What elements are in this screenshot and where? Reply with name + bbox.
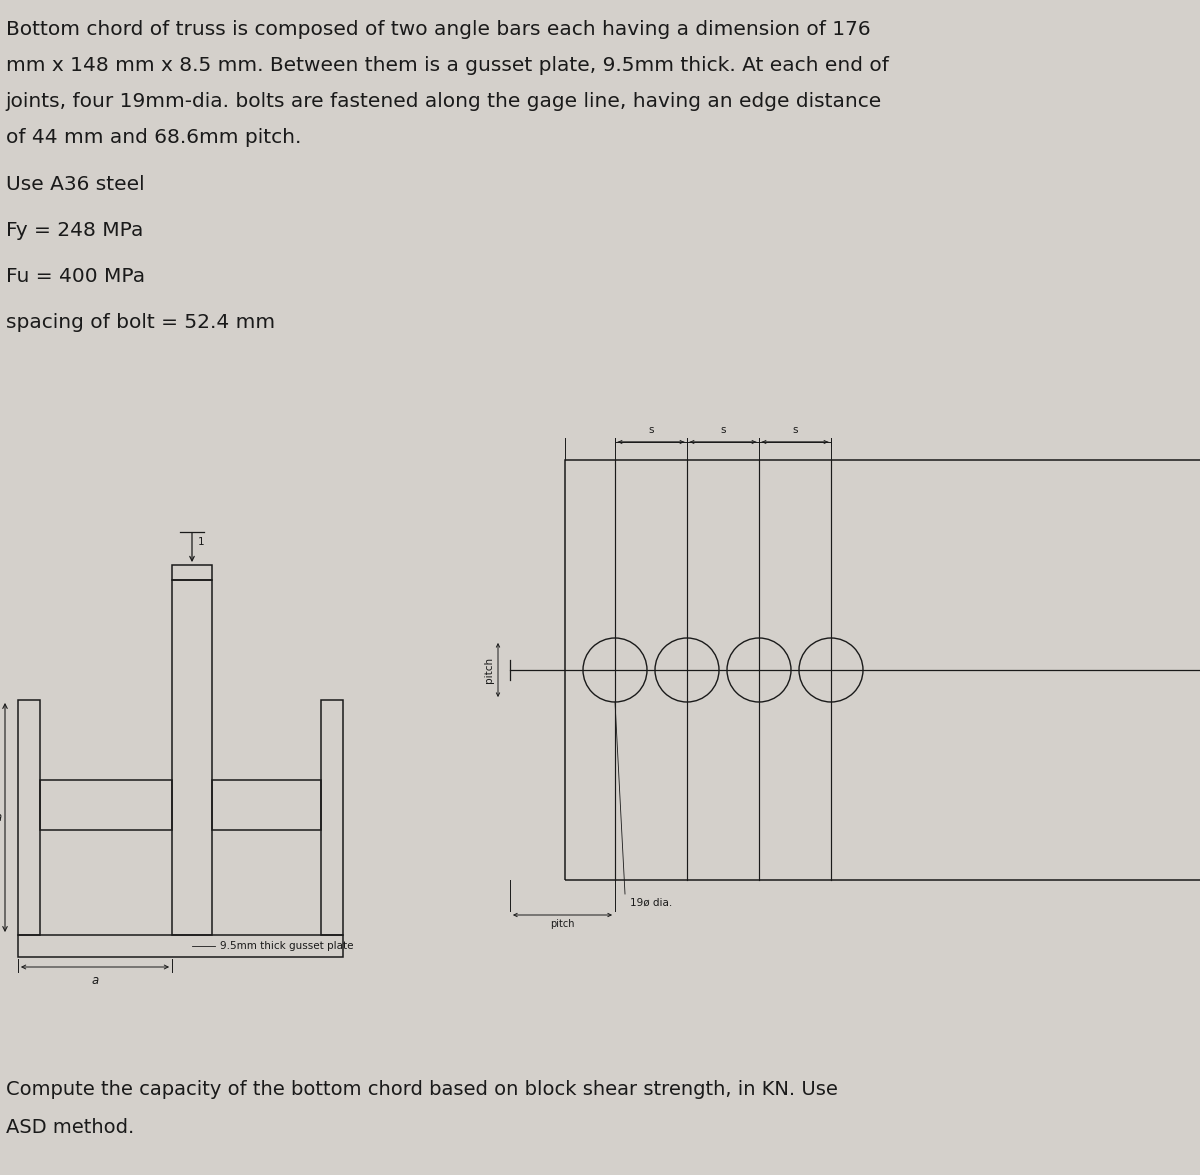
Text: 1: 1 <box>198 537 205 548</box>
Text: spacing of bolt = 52.4 mm: spacing of bolt = 52.4 mm <box>6 313 275 333</box>
Text: ASD method.: ASD method. <box>6 1117 133 1137</box>
Bar <box>322 700 343 935</box>
Bar <box>18 935 343 956</box>
Bar <box>172 580 212 935</box>
Text: a: a <box>91 974 98 987</box>
Text: s: s <box>720 425 726 435</box>
Text: mm x 148 mm x 8.5 mm. Between them is a gusset plate, 9.5mm thick. At each end o: mm x 148 mm x 8.5 mm. Between them is a … <box>6 56 888 75</box>
Bar <box>172 565 212 580</box>
Text: 19ø dia.: 19ø dia. <box>630 898 672 908</box>
Bar <box>212 780 322 830</box>
Text: Compute the capacity of the bottom chord based on block shear strength, in KN. U: Compute the capacity of the bottom chord… <box>6 1080 838 1099</box>
Text: Fy = 248 MPa: Fy = 248 MPa <box>6 221 143 240</box>
Text: joints, four 19mm-dia. bolts are fastened along the gage line, having an edge di: joints, four 19mm-dia. bolts are fastene… <box>6 92 882 110</box>
Text: s: s <box>648 425 654 435</box>
Text: Fu = 400 MPa: Fu = 400 MPa <box>6 267 145 286</box>
Text: of 44 mm and 68.6mm pitch.: of 44 mm and 68.6mm pitch. <box>6 128 301 147</box>
Bar <box>40 780 172 830</box>
Text: pitch: pitch <box>484 657 494 683</box>
Text: Use A36 steel: Use A36 steel <box>6 175 144 194</box>
Text: 9.5mm thick gusset plate: 9.5mm thick gusset plate <box>220 941 354 951</box>
Text: pitch: pitch <box>551 919 575 929</box>
Text: a: a <box>0 811 2 824</box>
Text: s: s <box>792 425 798 435</box>
Text: Bottom chord of truss is composed of two angle bars each having a dimension of 1: Bottom chord of truss is composed of two… <box>6 20 870 39</box>
Bar <box>18 700 40 935</box>
Bar <box>565 459 1200 880</box>
